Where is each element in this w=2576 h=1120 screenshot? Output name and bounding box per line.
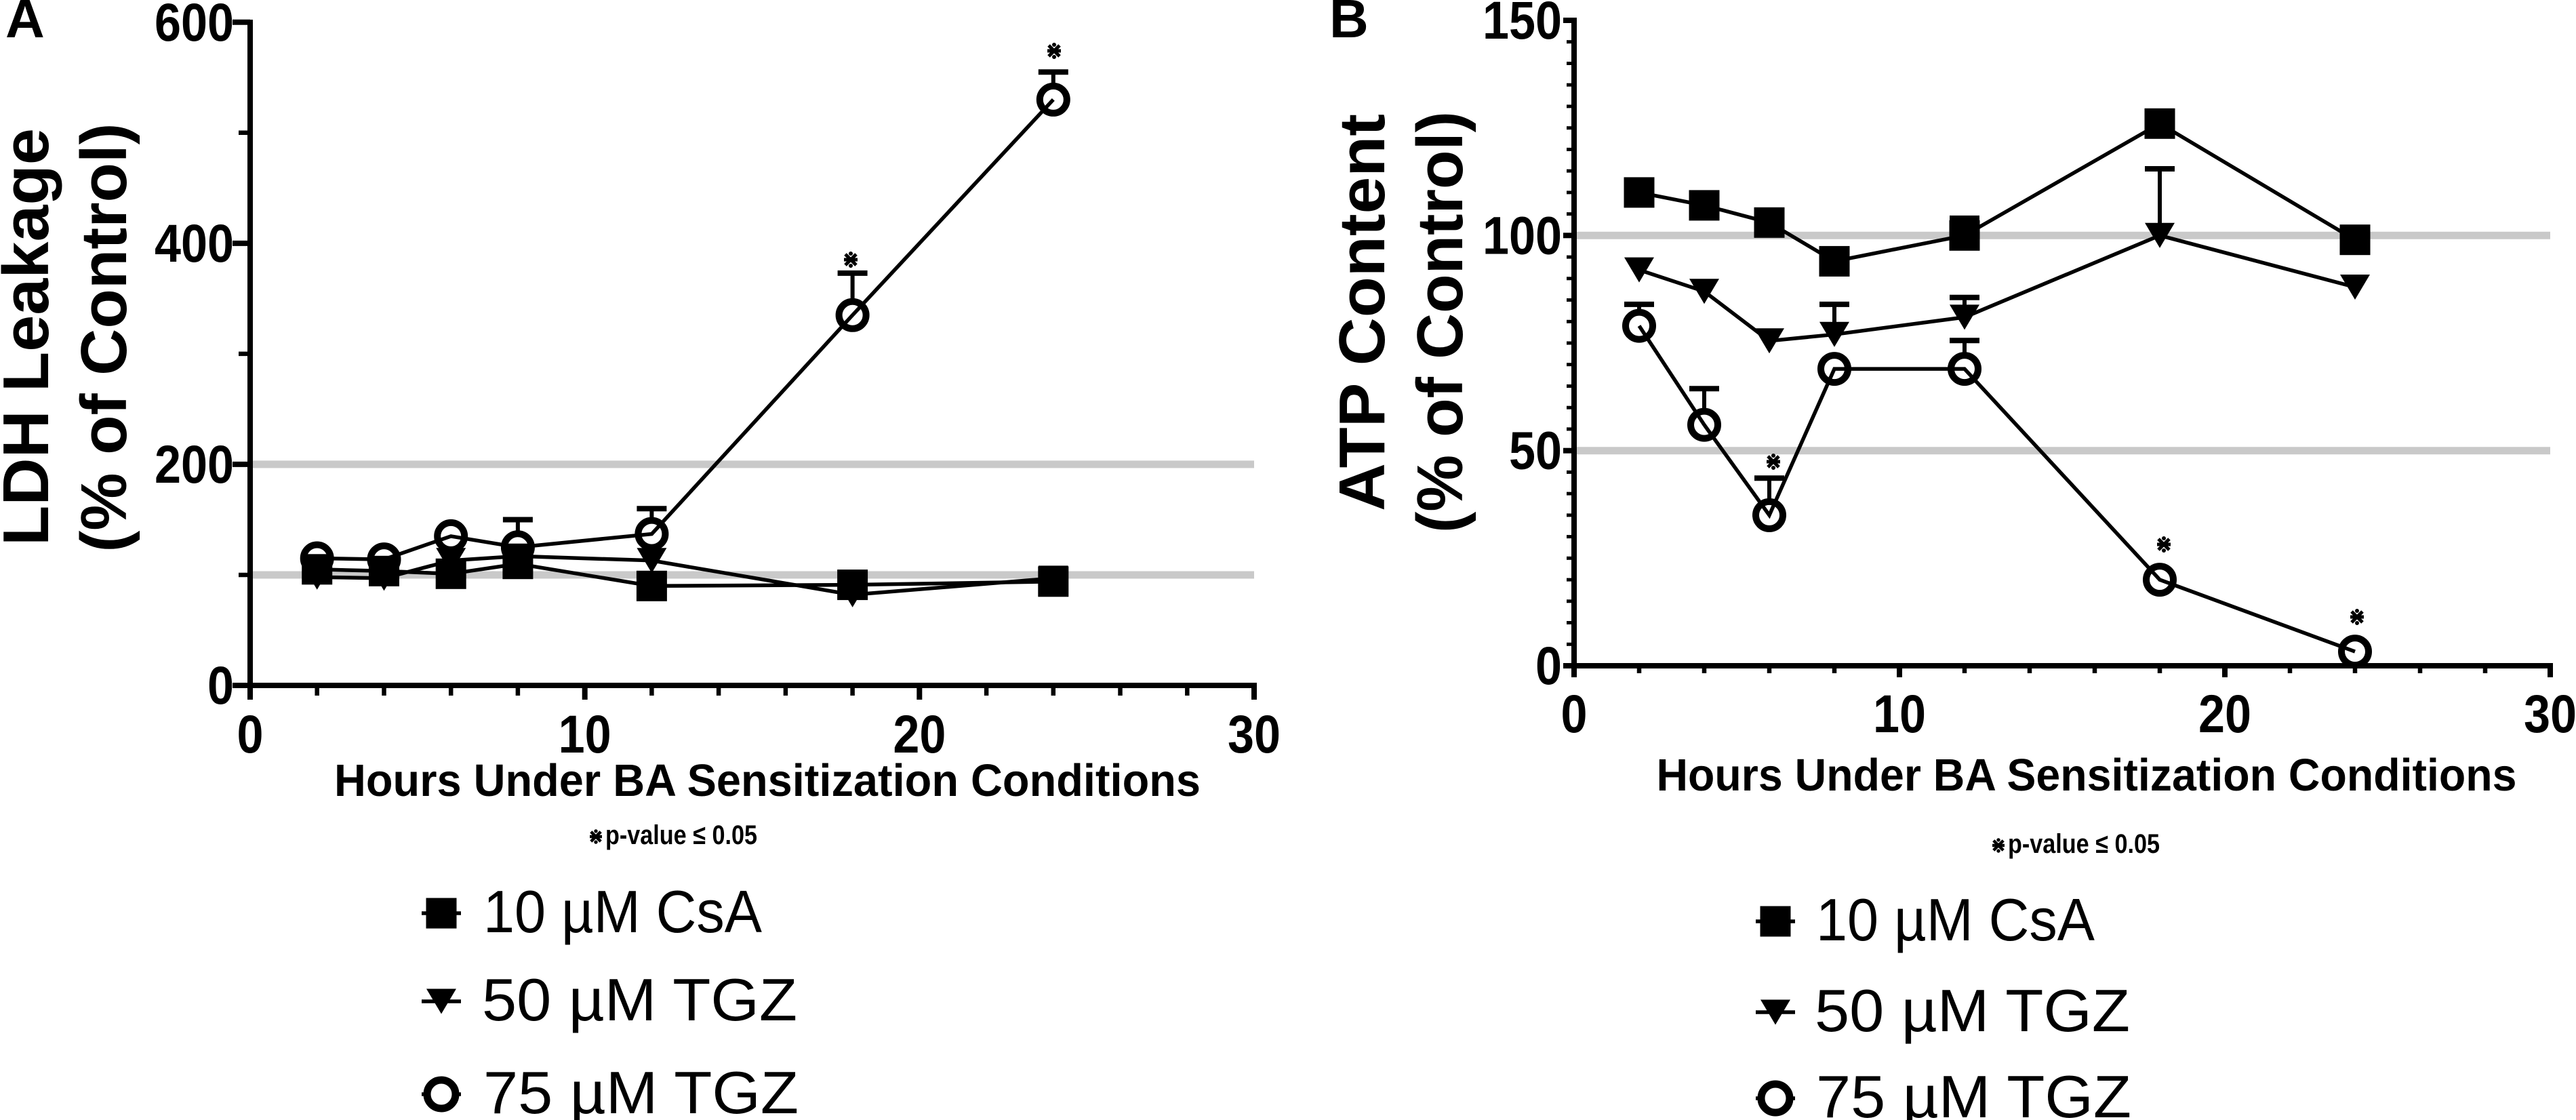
svg-text:p-value ≤ 0.05: p-value ≤ 0.05	[2008, 829, 2160, 859]
svg-text:B: B	[1329, 0, 1369, 49]
svg-text:10: 10	[559, 704, 611, 764]
svg-text:200: 200	[155, 434, 234, 494]
svg-text:0: 0	[1561, 683, 1588, 744]
svg-text:ATP Content: ATP Content	[1326, 114, 1398, 511]
svg-text:(% of Control): (% of Control)	[68, 123, 140, 553]
svg-text:20: 20	[893, 704, 946, 764]
svg-text:20: 20	[2198, 683, 2251, 744]
svg-text:A: A	[5, 0, 45, 49]
svg-text:10 µM CsA: 10 µM CsA	[483, 878, 762, 945]
svg-text:Hours Under BA Sensitization C: Hours Under BA Sensitization Conditions	[334, 755, 1201, 806]
svg-text:75 µM TGZ: 75 µM TGZ	[483, 1059, 799, 1120]
svg-text:100: 100	[1483, 205, 1562, 265]
svg-text:0: 0	[1535, 635, 1562, 696]
svg-text:Hours Under BA Sensitization C: Hours Under BA Sensitization Conditions	[1657, 750, 2517, 801]
svg-text:50 µM TGZ: 50 µM TGZ	[482, 966, 797, 1033]
svg-text:50: 50	[1509, 420, 1562, 481]
svg-text:0: 0	[237, 704, 264, 764]
svg-text:50 µM TGZ: 50 µM TGZ	[1815, 977, 2130, 1044]
svg-text:30: 30	[2524, 683, 2576, 744]
svg-text:150: 150	[1483, 0, 1562, 50]
svg-text:10 µM CsA: 10 µM CsA	[1816, 886, 2095, 953]
svg-text:(% of Control): (% of Control)	[1404, 111, 1476, 533]
svg-text:30: 30	[1228, 704, 1281, 764]
svg-text:LDH Leakage: LDH Leakage	[0, 128, 62, 546]
svg-text:400: 400	[155, 213, 234, 273]
svg-text:75 µM TGZ: 75 µM TGZ	[1816, 1063, 2131, 1120]
svg-text:10: 10	[1873, 683, 1926, 744]
svg-text:p-value ≤ 0.05: p-value ≤ 0.05	[605, 820, 757, 850]
svg-text:600: 600	[155, 0, 234, 52]
svg-text:0: 0	[207, 655, 234, 715]
